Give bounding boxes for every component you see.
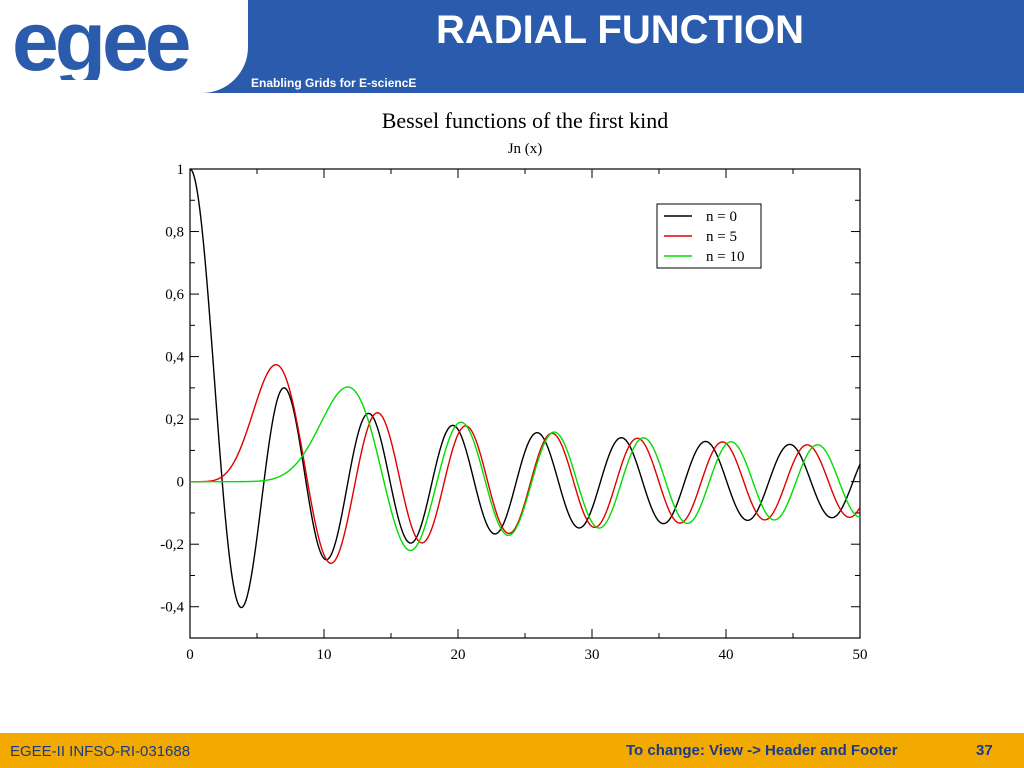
series-curves	[189, 168, 861, 609]
svg-text:egee: egee	[12, 10, 189, 80]
legend-label: n = 0	[706, 209, 737, 225]
y-tick-label: 0,2	[165, 412, 184, 428]
chart-subtitle: Jn (x)	[508, 141, 543, 157]
x-tick-label: 10	[317, 647, 332, 663]
axis-tick-labels: 0 10 20 30 40 50 -0,4 -0,2 0 0,2 0,4 0,6 0,8 1	[160, 162, 867, 663]
series-line-5	[190, 363, 861, 564]
legend-label: n = 10	[706, 249, 744, 265]
egee-logo-icon: egee	[12, 10, 193, 80]
y-tick-label: -0,2	[160, 537, 184, 553]
y-tick-label: 0,6	[165, 287, 184, 303]
slide-tagline: Enabling Grids for E-sciencE	[251, 76, 417, 90]
axis-ticks	[189, 168, 861, 639]
footer-hint: To change: View -> Header and Footer	[626, 742, 898, 759]
legend-label: n = 5	[706, 229, 737, 245]
x-tick-label: 20	[451, 647, 466, 663]
logo-panel: egee	[0, 0, 248, 93]
x-tick-label: 0	[186, 647, 194, 663]
slide-title: RADIAL FUNCTION	[435, 8, 805, 52]
series-line-10	[190, 386, 861, 552]
legend: n = 0 n = 5 n = 10	[656, 203, 762, 269]
chart-title: Bessel functions of the first kind	[382, 108, 669, 133]
series-line-0	[189, 168, 861, 609]
y-tick-label: 0	[177, 475, 185, 491]
y-tick-label: -0,4	[160, 600, 184, 616]
slide-footer: EGEE-II INFSO-RI-031688 To change: View …	[0, 733, 1024, 768]
bessel-chart: Bessel functions of the first kind Jn (x…	[160, 108, 867, 663]
x-tick-label: 30	[585, 647, 600, 663]
x-tick-label: 40	[719, 647, 734, 663]
page-number: 37	[976, 742, 993, 759]
x-tick-label: 50	[853, 647, 868, 663]
y-tick-label: 1	[177, 162, 185, 178]
y-tick-label: 0,4	[165, 350, 184, 366]
footer-project-id: EGEE-II INFSO-RI-031688	[10, 743, 191, 760]
slide-header: egee RADIAL FUNCTION Enabling Grids for …	[0, 0, 1024, 93]
y-tick-label: 0,8	[165, 225, 184, 241]
